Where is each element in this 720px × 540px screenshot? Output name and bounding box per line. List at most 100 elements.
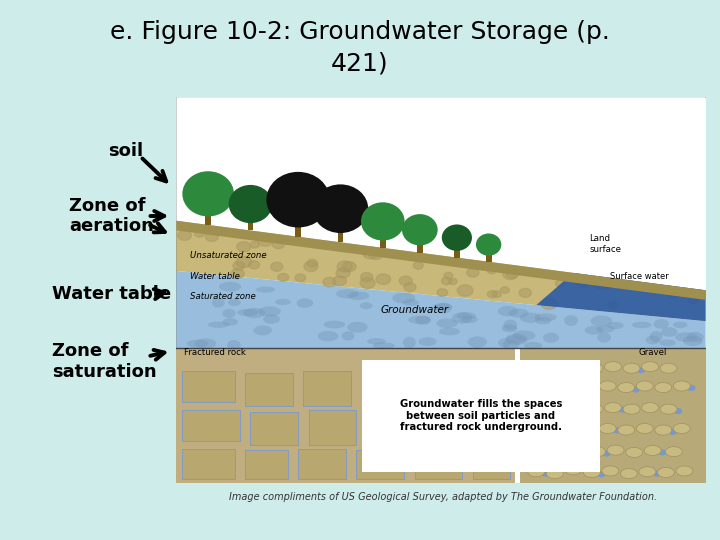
- Bar: [417, 242, 423, 253]
- Ellipse shape: [436, 302, 451, 314]
- Bar: [420, 372, 467, 406]
- Bar: [425, 410, 467, 445]
- Circle shape: [563, 408, 571, 414]
- Bar: [361, 373, 409, 406]
- Ellipse shape: [657, 468, 675, 477]
- Ellipse shape: [583, 468, 600, 477]
- Text: Zone of
saturation: Zone of saturation: [52, 342, 157, 381]
- Ellipse shape: [549, 404, 566, 414]
- Circle shape: [519, 288, 531, 298]
- Ellipse shape: [535, 313, 557, 321]
- Ellipse shape: [639, 467, 656, 477]
- Ellipse shape: [372, 342, 395, 349]
- Ellipse shape: [208, 322, 230, 328]
- Ellipse shape: [607, 445, 624, 455]
- Bar: [181, 410, 240, 441]
- Bar: [298, 449, 346, 480]
- Text: Groundwater: Groundwater: [380, 305, 449, 315]
- Bar: [473, 450, 510, 480]
- Ellipse shape: [433, 303, 452, 310]
- Text: Zone of
aeration: Zone of aeration: [69, 197, 154, 235]
- Circle shape: [487, 267, 496, 274]
- Circle shape: [361, 273, 373, 282]
- Ellipse shape: [402, 299, 419, 306]
- Circle shape: [602, 284, 610, 290]
- Ellipse shape: [263, 314, 280, 324]
- Circle shape: [360, 278, 375, 288]
- Ellipse shape: [461, 316, 478, 323]
- Bar: [181, 372, 235, 402]
- Polygon shape: [176, 97, 706, 291]
- Circle shape: [194, 230, 204, 237]
- Ellipse shape: [408, 316, 431, 324]
- Circle shape: [631, 387, 640, 393]
- Text: Surface water: Surface water: [611, 272, 669, 281]
- Text: Land
surface: Land surface: [589, 234, 621, 254]
- Circle shape: [178, 231, 192, 240]
- Ellipse shape: [586, 363, 603, 373]
- Text: Groundwater fills the spaces
between soil particles and
fractured rock undergrou: Groundwater fills the spaces between soi…: [400, 399, 562, 433]
- Ellipse shape: [552, 448, 569, 457]
- Ellipse shape: [683, 336, 703, 346]
- Ellipse shape: [439, 328, 460, 335]
- Ellipse shape: [194, 339, 217, 348]
- Text: Fractured rock: Fractured rock: [184, 348, 246, 357]
- Circle shape: [492, 291, 501, 298]
- Circle shape: [500, 287, 510, 293]
- Ellipse shape: [644, 446, 661, 456]
- Circle shape: [336, 268, 350, 278]
- Ellipse shape: [660, 363, 677, 373]
- Circle shape: [576, 276, 591, 287]
- Circle shape: [258, 235, 273, 246]
- Ellipse shape: [513, 330, 536, 341]
- Ellipse shape: [597, 333, 611, 342]
- Bar: [246, 450, 287, 480]
- Circle shape: [547, 449, 555, 456]
- Bar: [181, 449, 235, 480]
- Ellipse shape: [589, 447, 606, 457]
- Ellipse shape: [632, 322, 652, 328]
- Polygon shape: [176, 271, 706, 348]
- Ellipse shape: [586, 404, 603, 414]
- Bar: [415, 449, 462, 480]
- Polygon shape: [536, 273, 706, 321]
- Text: Water table: Water table: [52, 285, 171, 303]
- Ellipse shape: [585, 326, 603, 335]
- Text: Unsaturated zone: Unsaturated zone: [189, 251, 266, 260]
- Ellipse shape: [636, 381, 653, 391]
- Ellipse shape: [564, 465, 582, 475]
- Circle shape: [205, 232, 218, 241]
- Ellipse shape: [660, 404, 677, 414]
- Ellipse shape: [642, 362, 659, 372]
- Ellipse shape: [503, 320, 517, 330]
- Circle shape: [503, 269, 518, 280]
- Bar: [248, 219, 253, 231]
- Ellipse shape: [418, 337, 436, 346]
- Ellipse shape: [186, 340, 208, 348]
- Ellipse shape: [392, 293, 415, 303]
- Bar: [176, 348, 515, 483]
- Ellipse shape: [618, 425, 635, 435]
- Ellipse shape: [531, 362, 547, 373]
- Ellipse shape: [498, 338, 511, 347]
- Ellipse shape: [347, 322, 368, 333]
- Circle shape: [576, 385, 585, 391]
- Circle shape: [323, 278, 336, 287]
- Ellipse shape: [661, 327, 678, 337]
- Circle shape: [404, 282, 416, 292]
- Circle shape: [669, 429, 677, 435]
- Circle shape: [597, 471, 606, 477]
- Bar: [478, 412, 510, 445]
- Ellipse shape: [673, 423, 690, 434]
- Ellipse shape: [341, 331, 355, 341]
- Ellipse shape: [336, 289, 359, 299]
- Ellipse shape: [505, 334, 528, 345]
- Text: Water table: Water table: [189, 272, 240, 281]
- Circle shape: [457, 285, 473, 296]
- Bar: [338, 228, 343, 242]
- Bar: [486, 253, 492, 262]
- Circle shape: [687, 385, 696, 391]
- Circle shape: [248, 261, 260, 269]
- Ellipse shape: [360, 302, 373, 309]
- Ellipse shape: [621, 469, 637, 478]
